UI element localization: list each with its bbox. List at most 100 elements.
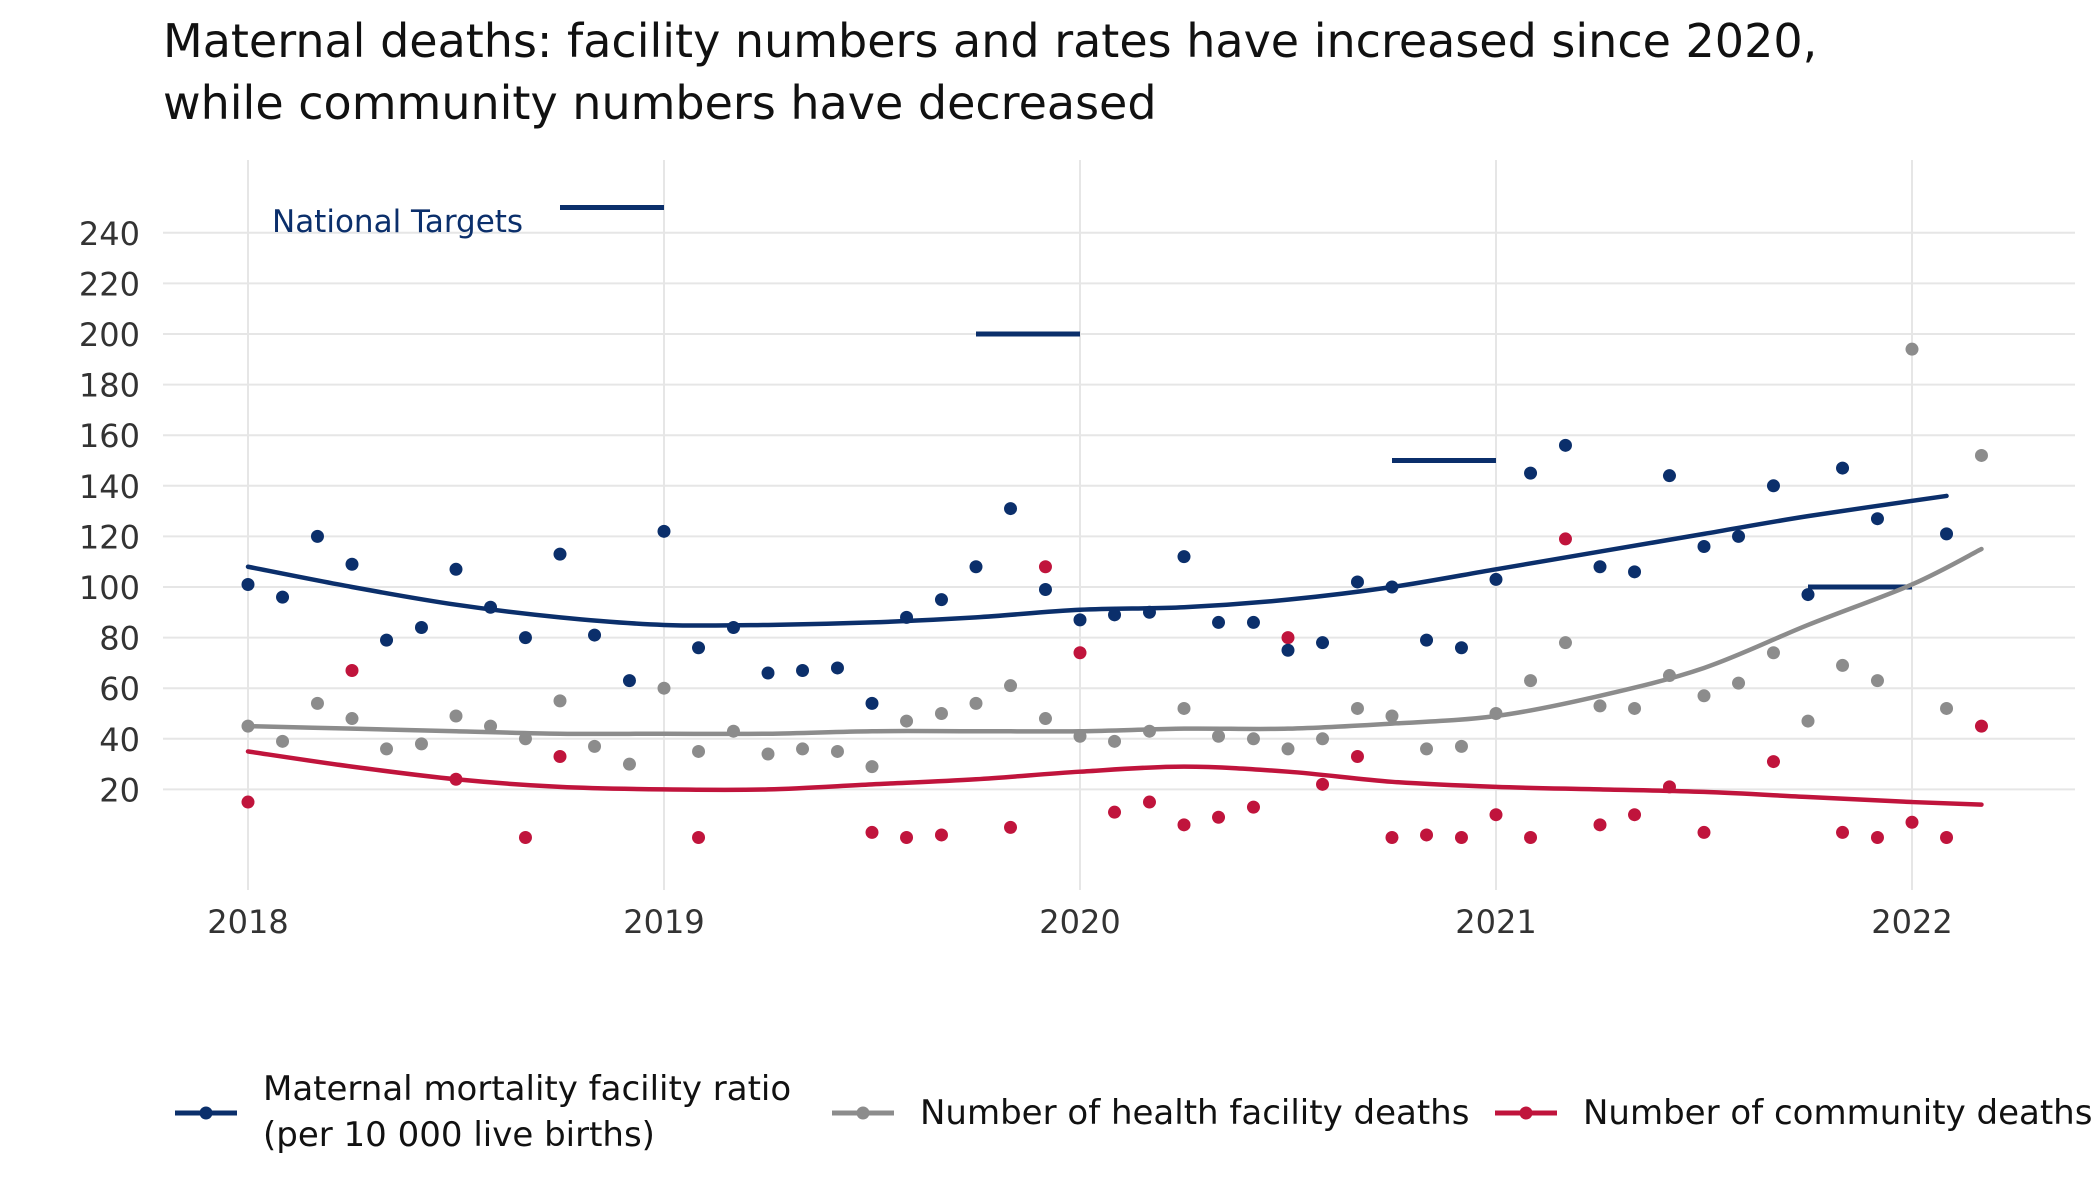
data-point (241, 795, 255, 809)
y-tick-label: 240 (79, 215, 140, 253)
y-tick-label: 20 (99, 771, 140, 809)
y-tick-label: 60 (99, 670, 140, 708)
data-point (1801, 714, 1815, 728)
data-point (1385, 709, 1399, 723)
series-0 (241, 438, 1954, 710)
data-point (1038, 560, 1052, 574)
data-point (449, 709, 463, 723)
data-point (241, 577, 255, 591)
data-point (1766, 479, 1780, 493)
chart-title-line-2: while community numbers have decreased (163, 76, 1157, 130)
y-tick-label: 200 (79, 316, 140, 354)
data-point (310, 529, 324, 543)
x-tick-label: 2020 (1039, 903, 1120, 941)
data-point (1454, 739, 1468, 753)
x-tick-label: 2018 (207, 903, 288, 941)
data-point (1974, 719, 1988, 733)
data-point (1489, 707, 1503, 720)
data-point (1004, 502, 1018, 516)
data-point (1454, 641, 1468, 655)
data-point (276, 590, 290, 604)
data-point (1766, 646, 1780, 660)
data-point (1593, 699, 1607, 713)
data-point (1836, 658, 1850, 672)
data-point (1142, 724, 1156, 738)
chart-title-line-1: Maternal deaths: facility numbers and ra… (163, 14, 1818, 68)
data-point (969, 696, 983, 710)
data-point (1905, 342, 1919, 356)
data-point (796, 663, 810, 677)
data-point (830, 661, 844, 675)
data-point (1905, 815, 1919, 829)
data-point (1108, 734, 1122, 748)
data-point (1662, 669, 1676, 683)
data-point (1732, 676, 1746, 690)
data-point (1940, 701, 1954, 715)
data-point (1454, 830, 1468, 844)
data-point (1246, 732, 1260, 746)
data-point (1316, 777, 1330, 791)
data-point (1489, 808, 1503, 822)
data-point (588, 739, 602, 753)
data-point (865, 825, 879, 839)
data-point (484, 719, 498, 733)
legend-label: Number of community deaths (1583, 1093, 2092, 1133)
grid-layer (163, 160, 2075, 890)
data-point (1524, 830, 1538, 844)
data-point (865, 696, 879, 710)
data-point (345, 557, 359, 571)
y-tick-label: 40 (99, 721, 140, 759)
data-point (1073, 646, 1087, 660)
data-point (1524, 674, 1538, 688)
data-point (1385, 830, 1399, 844)
data-point (1177, 550, 1191, 564)
data-point (692, 641, 706, 655)
data-point (1281, 631, 1295, 645)
data-point (1385, 580, 1399, 594)
data-point (1142, 795, 1156, 809)
data-point (1038, 583, 1052, 597)
y-tick-label: 100 (79, 569, 140, 607)
data-point (1316, 732, 1330, 746)
data-point (1350, 575, 1364, 589)
data-point (1662, 780, 1676, 794)
trend-line (245, 749, 1984, 807)
data-point (449, 562, 463, 576)
data-point (1316, 636, 1330, 650)
data-point (276, 734, 290, 748)
data-point (241, 719, 255, 733)
data-point (1766, 755, 1780, 769)
x-tick-label: 2022 (1871, 903, 1952, 941)
series-2 (241, 532, 1988, 844)
trend-line (245, 546, 1984, 737)
x-tick-label: 2021 (1455, 903, 1536, 941)
data-point (1489, 572, 1503, 586)
data-point (1870, 512, 1884, 526)
y-tick-label: 140 (79, 468, 140, 506)
data-point (1558, 438, 1572, 452)
data-point (1940, 830, 1954, 844)
data-point (1420, 633, 1434, 647)
y-tick-label: 80 (99, 620, 140, 658)
data-point (900, 714, 914, 728)
data-point (345, 712, 359, 726)
data-point (1697, 689, 1711, 703)
data-point (1212, 729, 1226, 743)
data-point (1212, 810, 1226, 824)
data-point (1212, 615, 1226, 629)
data-point (761, 666, 775, 680)
y-tick-label: 180 (79, 367, 140, 405)
data-point (865, 760, 879, 774)
data-point (830, 744, 844, 758)
legend-dot (1519, 1106, 1533, 1120)
data-point (1558, 532, 1572, 546)
data-point (1801, 588, 1815, 602)
data-point (934, 707, 948, 720)
data-series (241, 342, 1988, 844)
data-point (1073, 729, 1087, 743)
data-point (518, 631, 532, 645)
data-point (1073, 613, 1087, 627)
x-tick-label: 2019 (623, 903, 704, 941)
data-point (934, 828, 948, 842)
national-targets: National Targets (272, 204, 1912, 590)
